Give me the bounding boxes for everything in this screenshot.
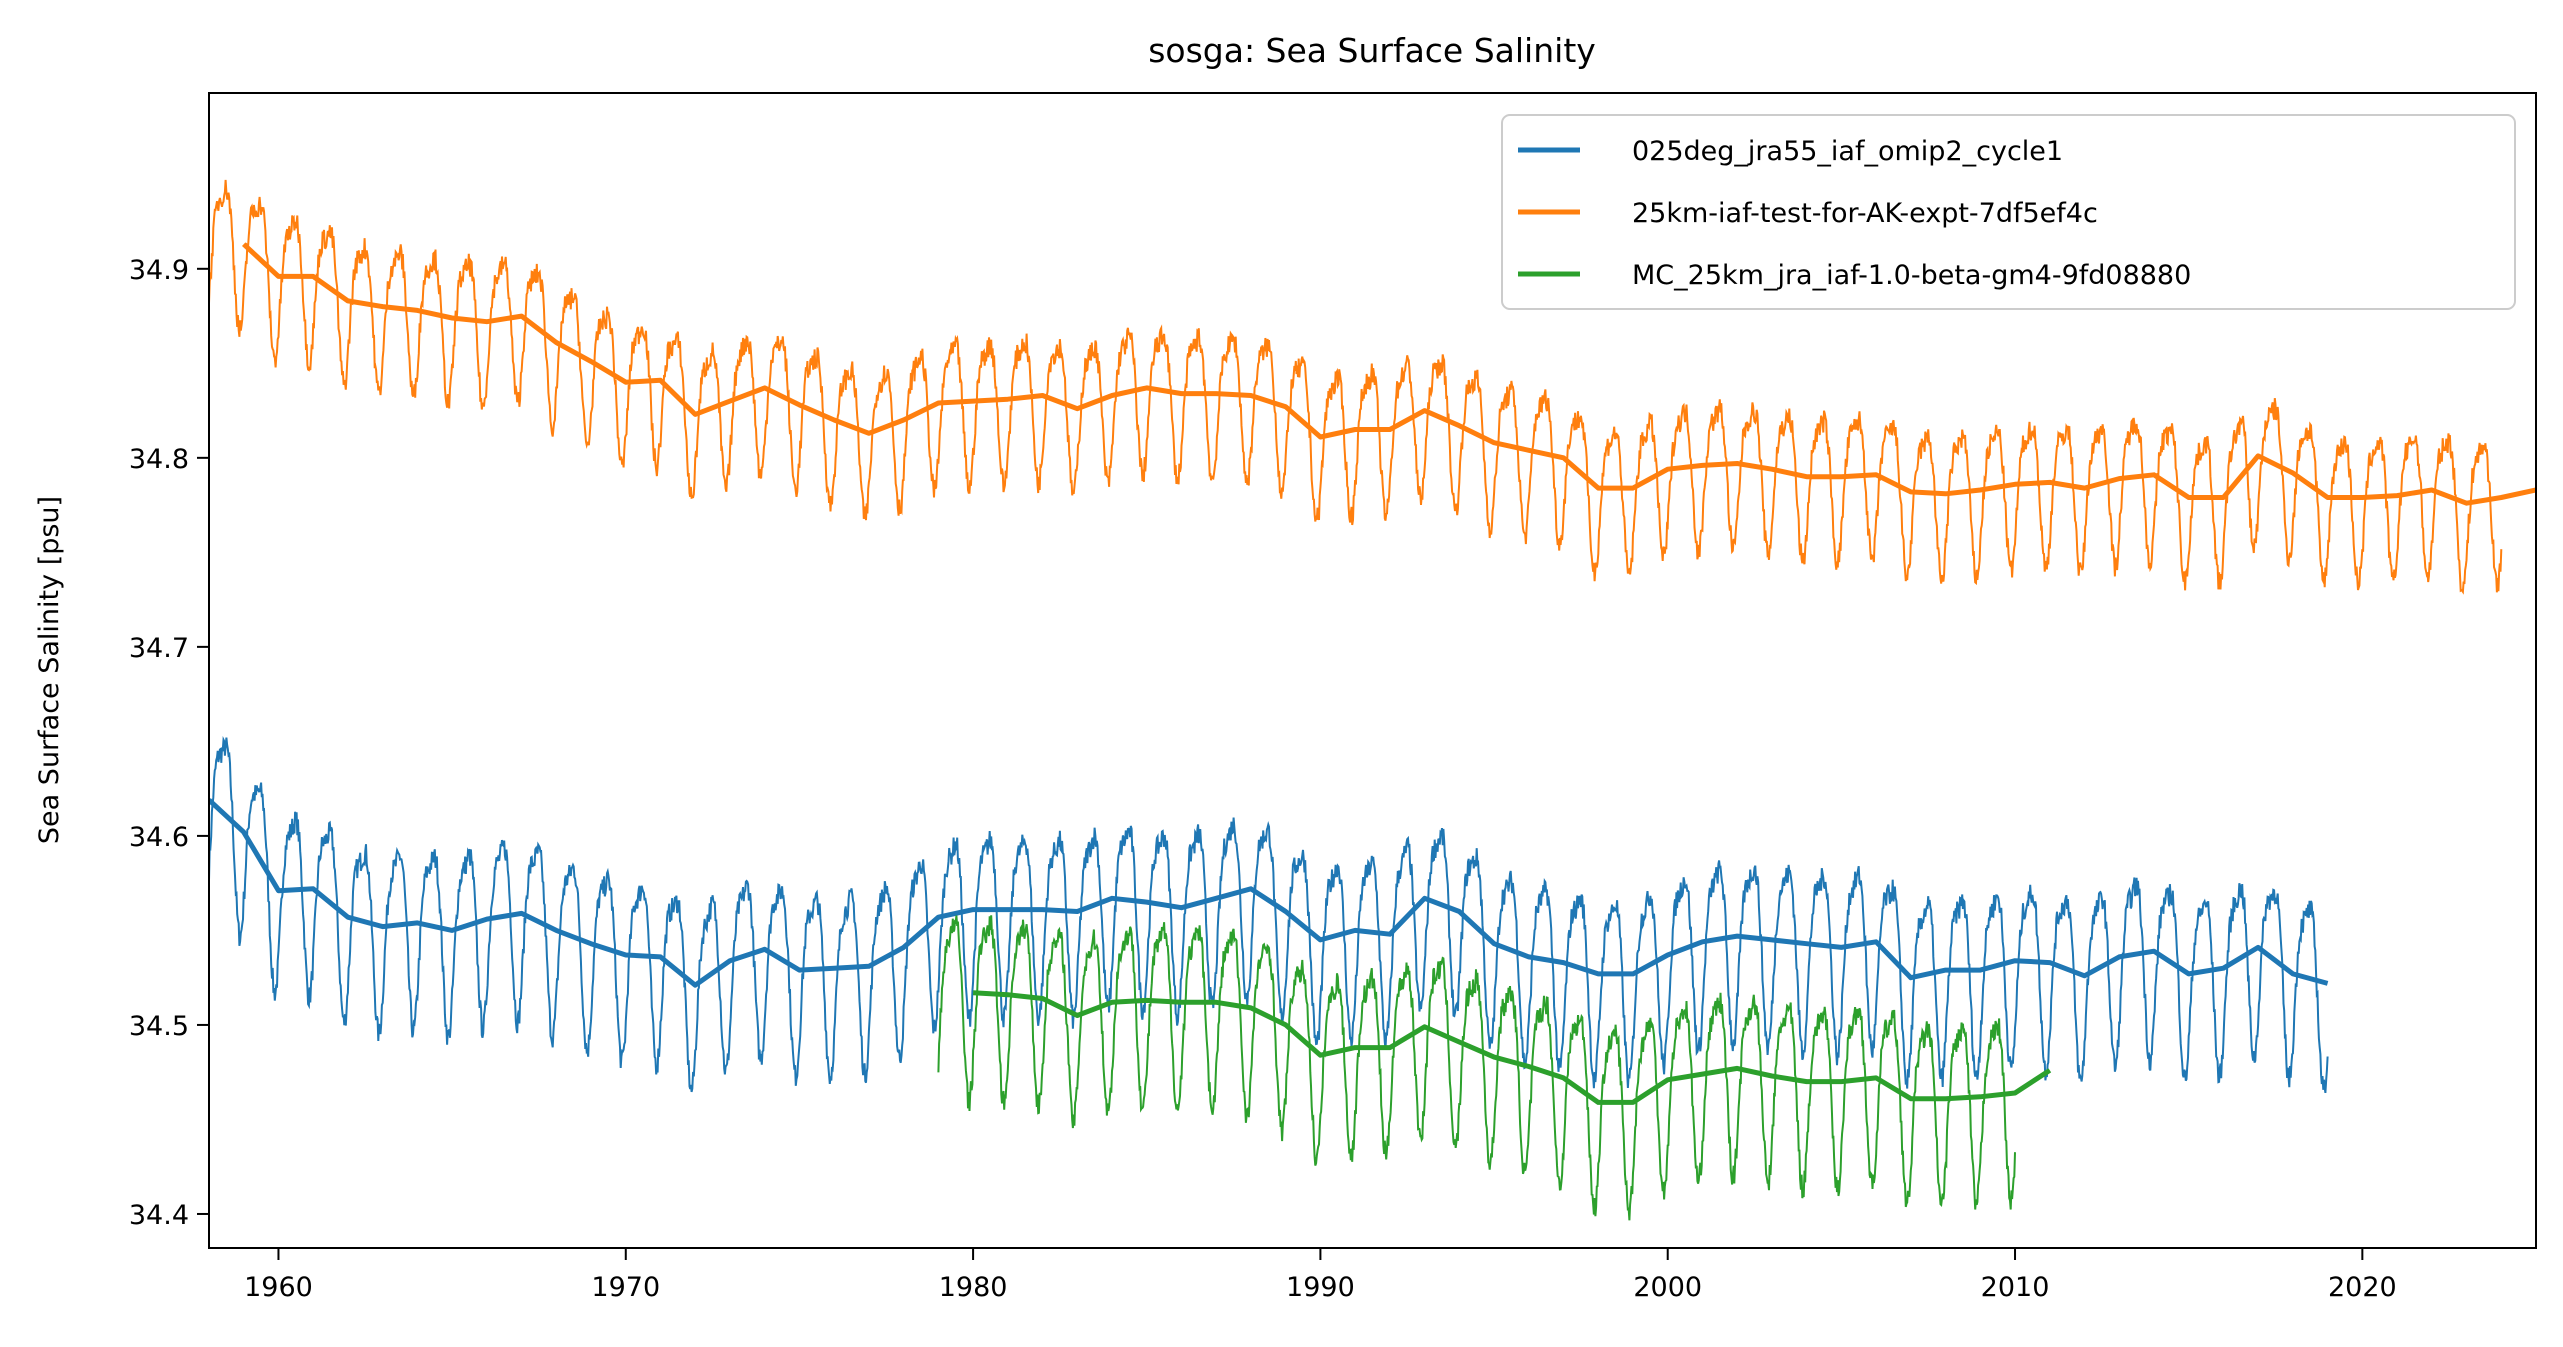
y-tick-label: 34.6 [129,822,189,853]
y-tick-label: 34.4 [129,1200,189,1231]
y-tick-label: 34.8 [129,444,189,475]
y-tick-label: 34.5 [129,1011,189,1042]
series-0-monthly-line [209,735,2329,1094]
series-2-monthly-line [937,915,2016,1221]
plot-area [209,179,2536,1221]
legend-label: 025deg_jra55_iaf_omip2_cycle1 [1632,136,2063,167]
y-tick-label: 34.7 [129,633,189,664]
series-1-monthly-line [209,179,2503,595]
legend-box [1501,114,2516,310]
chart-title: sosga: Sea Surface Salinity [1148,31,1596,70]
x-tick-label: 1980 [939,1272,1008,1303]
x-tick-label: 1970 [591,1272,660,1303]
series-1-annual-mean-line [242,242,2536,506]
y-tick-label: 34.9 [129,255,189,286]
legend-label: 25km-iaf-test-for-AK-expt-7df5ef4c [1632,198,2098,229]
series-0-annual-mean-line [209,798,2329,988]
x-tick-label: 2020 [2328,1272,2397,1303]
axes-frame [208,92,2537,1249]
series-2-annual-mean-line [972,990,2052,1105]
legend: 025deg_jra55_iaf_omip2_cycle1 25km-iaf-te… [1501,114,2516,310]
x-tick-label: 2000 [1633,1272,1702,1303]
x-tick-label: 1960 [244,1272,313,1303]
y-axis-label: Sea Surface Salinity [psu] [34,496,65,844]
x-tick-label: 1990 [1286,1272,1355,1303]
x-tick-label: 2010 [1981,1272,2050,1303]
legend-label: MC_25km_jra_iaf-1.0-beta-gm4-9fd08880 [1632,260,2191,291]
axis-ticks: 1960 1970 1980 1990 2000 2010 2020 34.4 34.5 34.6… [129,255,2397,1303]
